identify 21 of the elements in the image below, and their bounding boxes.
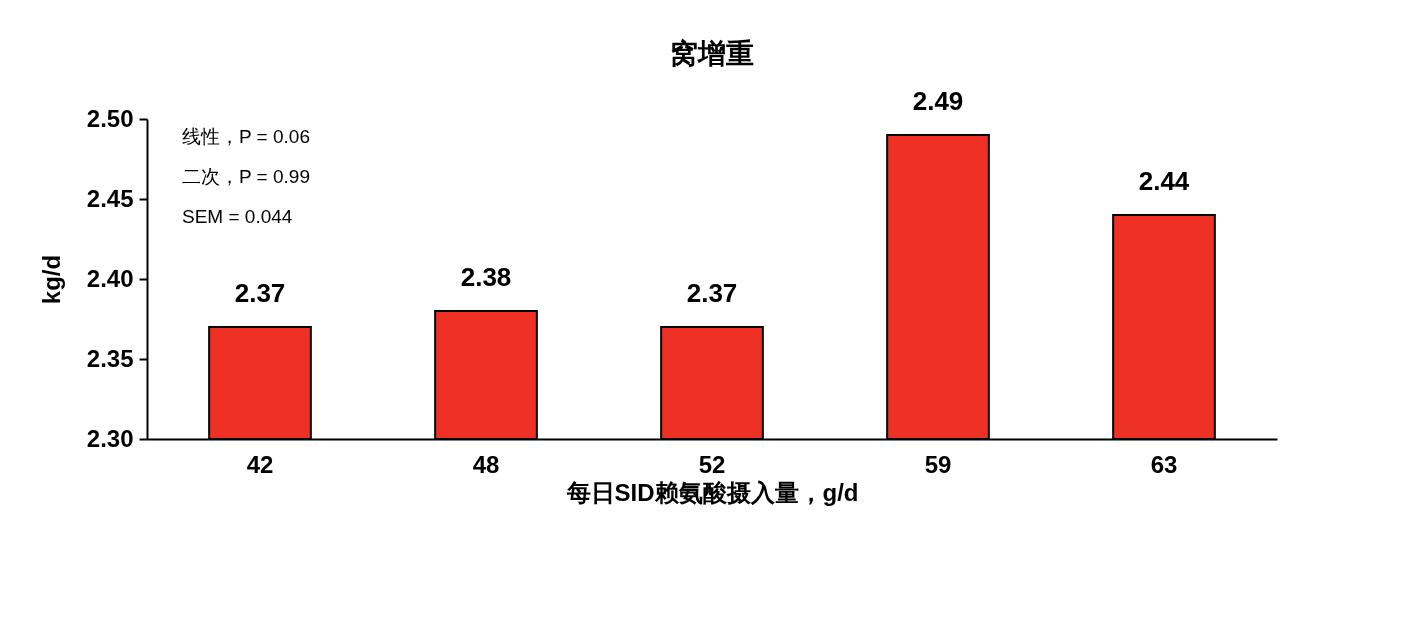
data-label: 2.38: [460, 262, 512, 292]
y-tick-label: 2.40: [86, 264, 134, 292]
data-label: 2.37: [234, 278, 286, 308]
annotation: 线性，P = 0.06: [182, 126, 310, 147]
x-axis-title: 每日SID赖氨酸摄入量，g/d: [565, 478, 859, 506]
data-label: 2.49: [912, 86, 964, 116]
x-tick-label: 63: [1150, 450, 1178, 478]
x-tick-label: 42: [246, 450, 274, 478]
data-label: 2.44: [1138, 166, 1190, 196]
y-tick-label: 2.50: [86, 104, 134, 132]
annotation: 二次，P = 0.99: [182, 166, 310, 187]
y-tick-label: 2.30: [86, 424, 134, 452]
y-tick-label: 2.45: [86, 184, 134, 212]
data-label: 2.37: [686, 278, 738, 308]
x-tick-label: 48: [472, 450, 500, 478]
y-axis-title: kg/d: [37, 254, 65, 305]
x-tick-label: 52: [698, 450, 726, 478]
y-tick-label: 2.35: [86, 344, 134, 372]
chart-title: 窝增重: [670, 38, 754, 69]
x-tick-label: 59: [924, 450, 952, 478]
annotation: SEM = 0.044: [182, 206, 293, 227]
